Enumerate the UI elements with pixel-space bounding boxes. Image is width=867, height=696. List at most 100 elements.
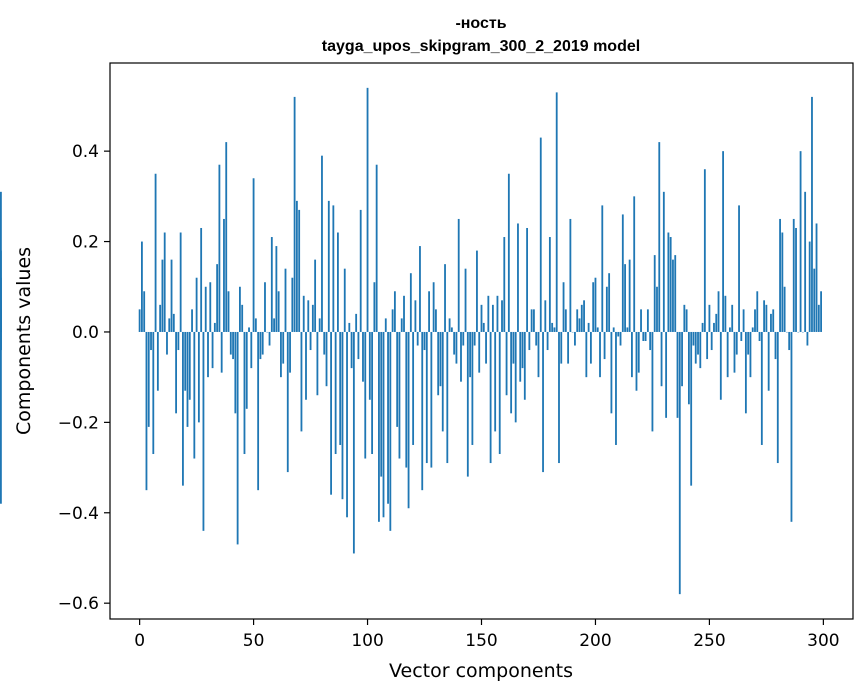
bar [412,331,415,445]
bar [316,331,319,396]
bar [321,155,323,332]
bar [724,295,727,332]
bar [585,331,588,378]
bar [364,331,367,459]
bar [628,259,631,332]
bar [605,286,608,332]
bar [637,331,640,373]
bar [480,304,483,332]
bar [783,286,786,332]
bar [744,331,747,414]
bar [211,331,214,369]
bar [170,259,173,332]
bar [368,331,371,400]
x-axis-ticks: 0 50 100 150 200 250 300 [134,619,840,651]
bar [273,318,276,332]
bar [280,331,282,378]
bar [439,331,442,387]
bar [314,259,317,332]
bar [772,309,775,332]
y-tick-label: −0.2 [58,413,99,433]
bar [567,331,570,364]
bar [346,331,348,518]
x-tick-label: 100 [351,631,383,651]
bar [264,282,266,332]
bar-series [0,87,822,595]
bar [469,331,472,378]
bar [414,300,417,332]
bar [749,331,752,378]
bar [0,331,2,351]
bar [779,218,781,332]
bar [535,331,538,346]
bar [220,331,223,373]
bar [754,309,756,332]
bar [0,331,2,504]
bar [243,331,246,455]
bar [291,277,294,332]
bar [756,291,759,332]
bar [448,318,451,332]
bar [332,205,335,332]
bar [738,205,740,332]
bar [387,331,389,504]
bar [669,237,672,332]
bar [642,331,645,341]
bar [631,331,633,378]
bar [587,322,590,332]
bar [644,331,647,341]
bar [578,318,581,332]
bar [309,331,312,351]
bar [615,331,617,445]
bar [161,259,164,332]
bar [619,331,622,346]
bar [560,331,563,364]
bar [699,331,702,369]
bar [223,218,225,332]
bar [154,173,157,332]
bar [150,331,152,351]
bar [147,331,150,427]
bar [425,331,428,464]
bar [218,164,221,332]
bar [239,286,241,332]
bar [596,327,599,332]
bar [774,331,777,360]
bar [248,327,250,332]
bar [389,331,392,531]
bar [589,331,592,364]
bar [270,237,273,332]
bar [0,191,2,332]
bar [562,282,565,332]
bar [437,331,440,396]
bar [569,218,572,332]
bar [337,232,339,332]
bar [685,309,688,332]
bar [526,227,528,332]
bar [391,309,394,332]
bar [446,331,449,464]
bar [528,331,531,351]
y-axis-label: Components values [13,247,35,435]
bar [366,87,369,332]
bar [646,309,649,332]
bar [505,331,508,396]
bar [665,331,668,418]
bar [776,331,779,464]
bar [717,291,720,332]
x-tick-label: 250 [693,631,725,651]
bar [523,331,526,400]
bar [521,331,524,369]
bar [373,282,376,332]
bar [300,331,303,432]
bar [311,304,314,332]
bar [760,331,763,445]
bar [362,331,364,382]
bar [694,331,697,364]
bar [608,273,611,332]
bar [817,304,820,332]
bar [496,295,499,332]
bar [574,331,576,346]
bar [430,331,433,468]
